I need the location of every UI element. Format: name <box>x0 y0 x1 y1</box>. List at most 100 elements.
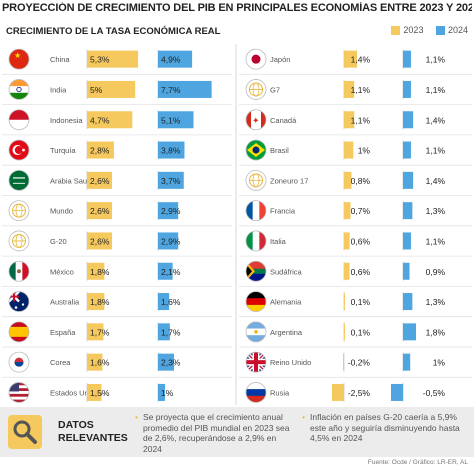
argentina-flag <box>246 321 266 342</box>
chart-subtitle: CRECIMIENTO DE LA TASA ECONÓMICA REAL <box>6 26 221 37</box>
bar-2024 <box>158 232 179 250</box>
table-row: Italia 0,6% 1,1% <box>239 225 472 252</box>
bar-2024 <box>403 202 413 220</box>
flag-part <box>246 395 266 403</box>
table-row: Reino Unido -0,2% 1% <box>239 346 472 373</box>
flag-border <box>8 48 30 70</box>
globe-icon <box>246 170 266 191</box>
legend-item-2023: 2023 <box>391 25 423 35</box>
bar-2023 <box>87 202 113 220</box>
country-label: Francia <box>270 207 296 216</box>
country-label: India <box>50 85 67 94</box>
turkey-flag <box>9 140 29 161</box>
bar-2024 <box>403 111 414 129</box>
bar-2023 <box>87 80 136 98</box>
country-label: China <box>50 55 70 64</box>
data-label-2023: -0,2% <box>348 358 371 368</box>
flag-taeguk <box>14 362 24 367</box>
flag-part <box>259 200 266 221</box>
data-label-2023: 0,8% <box>351 176 371 186</box>
bar-2023 <box>344 50 357 68</box>
data-label-2024: 1,4% <box>426 176 446 186</box>
flag-border <box>245 79 267 100</box>
bar-2024 <box>158 262 173 280</box>
flag-part <box>259 230 266 251</box>
china-flag: ★ <box>9 49 29 70</box>
bar-2023 <box>332 383 344 401</box>
country-label: Turquía <box>50 146 76 155</box>
country-label: España <box>50 328 76 337</box>
country-label: Sudáfrica <box>270 267 303 276</box>
flag-border <box>245 260 267 282</box>
bar-2023 <box>87 111 133 129</box>
country-label: Rusia <box>270 388 290 397</box>
flag-part <box>251 109 257 130</box>
data-label-2024: 2,3% <box>161 358 181 368</box>
data-label-2023: -2,5% <box>348 388 371 398</box>
data-label-2023: 1,1% <box>351 85 371 95</box>
bar-2024 <box>403 353 411 371</box>
globe-icon <box>9 230 29 251</box>
usa-flag <box>9 382 29 403</box>
flag-border <box>245 291 267 312</box>
bar-2023 <box>344 232 350 250</box>
data-label-2023: 1% <box>358 146 371 156</box>
bar-2024 <box>403 141 411 159</box>
flag-border <box>8 382 30 403</box>
bar-2024 <box>158 353 175 371</box>
bar-2023 <box>344 293 345 311</box>
table-row: Indonesia 4,7% 5,1% <box>2 104 232 131</box>
bar-2023 <box>87 383 102 401</box>
country-label: G7 <box>270 85 280 94</box>
bar-2024 <box>158 202 179 220</box>
bar-2024 <box>158 50 193 68</box>
data-label-2023: 0,6% <box>351 267 371 277</box>
flag-part <box>246 382 266 390</box>
flag-globe <box>252 146 260 154</box>
data-label-2023: 2,8% <box>90 146 110 156</box>
growth-bar-chart: ★ China 5,3% 4,9% India 5% 7,7% Indonesia 4,7% 5,… <box>2 44 472 405</box>
bar-2023 <box>87 262 105 280</box>
flag-part <box>9 86 29 94</box>
data-label-2023: 1,5% <box>90 388 110 398</box>
legend: 2023 2024 <box>381 25 468 37</box>
flag-script <box>13 177 25 179</box>
bar-2023 <box>87 323 104 341</box>
flag-part <box>9 170 29 191</box>
legend-item-2024: 2024 <box>435 25 468 35</box>
flag-part <box>246 298 266 306</box>
flag-part <box>22 261 29 282</box>
flag-border <box>245 351 267 373</box>
flag-border <box>245 230 267 252</box>
country-label: Estados Unidos <box>50 388 103 397</box>
flag-part <box>246 304 266 312</box>
bar-2023 <box>344 262 350 280</box>
source-note: Fuente: Ocde / Gráfico: LR-ER, AL <box>367 459 468 466</box>
table-row: Australia 1,8% 1,6% <box>2 285 232 312</box>
flag-part <box>9 119 29 130</box>
data-label-2024: 1,4% <box>426 115 446 125</box>
bar-2023 <box>87 232 113 250</box>
data-label-2023: 1,8% <box>90 297 110 307</box>
bar-2023 <box>87 171 113 189</box>
flag-border <box>245 321 267 343</box>
table-row: Argentina 0,1% 1,8% <box>239 316 472 343</box>
legend-swatch-2024 <box>435 25 445 35</box>
table-row: Brasil 1% 1,1% <box>239 134 472 161</box>
flag-part <box>9 49 29 70</box>
data-label-2023: 2,6% <box>90 206 110 216</box>
country-label: Australia <box>50 298 80 307</box>
flag-leaf: ✦ <box>252 115 260 125</box>
flag-triangle <box>246 264 252 279</box>
bar-2024 <box>403 232 411 250</box>
data-label-2023: 5% <box>90 85 103 95</box>
flag-border <box>8 351 30 373</box>
data-label-2023: 0,1% <box>351 297 371 307</box>
bar-2023 <box>343 353 344 371</box>
mexico-flag <box>9 261 29 282</box>
country-label: Italia <box>270 237 287 246</box>
saudi-arabia-flag <box>9 170 29 191</box>
country-label: Zoneuro 17 <box>270 176 308 185</box>
country-label: Japón <box>270 55 290 64</box>
